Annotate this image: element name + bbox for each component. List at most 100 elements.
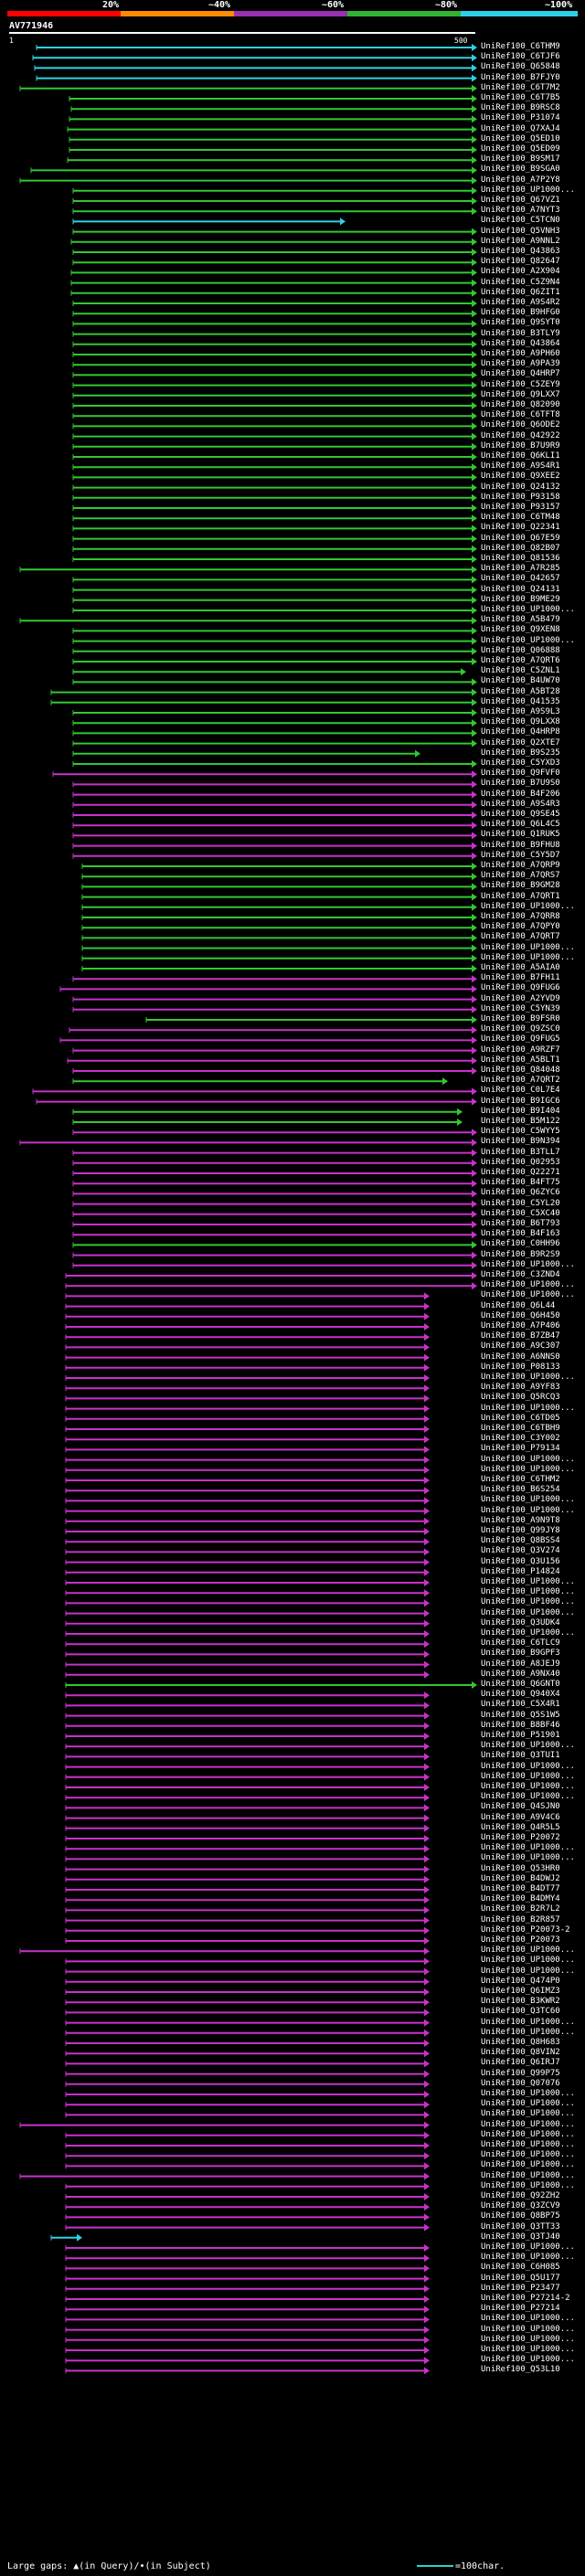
hit-label-link[interactable]: UniRef100_A9V4C6 — [481, 1812, 560, 1822]
hit-alignment[interactable] — [65, 1650, 430, 1659]
hit-alignment[interactable] — [65, 1773, 430, 1781]
hit-label-link[interactable]: UniRef100_P20072 — [481, 1833, 560, 1842]
hit-label-link[interactable]: UniRef100_UP1000... — [481, 2242, 575, 2252]
hit-label-link[interactable]: UniRef100_B7U9S0 — [481, 779, 560, 789]
hit-alignment[interactable] — [52, 770, 477, 779]
hit-alignment[interactable] — [65, 1343, 430, 1352]
hit-label-link[interactable]: UniRef100_UP1000... — [481, 2180, 575, 2190]
hit-alignment[interactable] — [65, 1906, 430, 1914]
hit-label-link[interactable]: UniRef100_UP1000... — [481, 1597, 575, 1607]
hit-alignment[interactable] — [65, 2152, 430, 2160]
hit-alignment[interactable] — [72, 514, 477, 523]
hit-alignment[interactable] — [65, 2091, 430, 2098]
hit-alignment[interactable] — [65, 1568, 430, 1576]
hit-label-link[interactable]: UniRef100_Q5VNH3 — [481, 226, 560, 236]
hit-alignment[interactable] — [72, 442, 477, 451]
hit-alignment[interactable] — [19, 176, 477, 185]
hit-label-link[interactable]: UniRef100_B2R7L2 — [481, 1904, 560, 1914]
hit-label-link[interactable]: UniRef100_B9ME29 — [481, 594, 560, 604]
hit-alignment[interactable] — [65, 1875, 430, 1883]
hit-alignment[interactable] — [65, 1466, 430, 1474]
hit-alignment[interactable] — [65, 1794, 430, 1802]
hit-alignment[interactable] — [72, 1190, 477, 1198]
hit-alignment[interactable] — [72, 340, 477, 348]
hit-alignment[interactable] — [69, 1026, 477, 1034]
hit-label-link[interactable]: UniRef100_C5ZNL1 — [481, 666, 560, 676]
hit-alignment[interactable] — [72, 197, 477, 205]
hit-label-link[interactable]: UniRef100_UP1000... — [481, 2160, 575, 2170]
hit-alignment[interactable] — [72, 351, 477, 358]
hit-alignment[interactable] — [72, 371, 477, 379]
hit-label-link[interactable]: UniRef100_A6NNS0 — [481, 1352, 560, 1362]
hit-label-link[interactable]: UniRef100_Q67VZ1 — [481, 196, 560, 205]
hit-alignment[interactable] — [81, 934, 477, 942]
hit-label-link[interactable]: UniRef100_UP1000... — [481, 635, 575, 645]
hit-label-link[interactable]: UniRef100_A7R285 — [481, 564, 560, 574]
hit-alignment[interactable] — [72, 207, 477, 216]
hit-alignment[interactable] — [65, 2306, 430, 2314]
hit-alignment[interactable] — [65, 2264, 430, 2273]
hit-alignment[interactable] — [65, 1548, 430, 1556]
hit-alignment[interactable] — [72, 995, 477, 1003]
hit-label-link[interactable]: UniRef100_Q43864 — [481, 338, 560, 348]
hit-label-link[interactable]: UniRef100_A7NYT3 — [481, 206, 560, 216]
hit-label-link[interactable]: UniRef100_UP1000... — [481, 1495, 575, 1505]
hit-alignment[interactable] — [65, 1528, 430, 1535]
hit-alignment[interactable] — [72, 1067, 477, 1075]
hit-label-link[interactable]: UniRef100_C6TJF6 — [481, 52, 560, 62]
hit-alignment[interactable] — [72, 1200, 477, 1208]
hit-label-link[interactable]: UniRef100_B4DMY4 — [481, 1894, 560, 1904]
hit-label-link[interactable]: UniRef100_UP1000... — [481, 2119, 575, 2129]
hit-label-link[interactable]: UniRef100_Q3TC60 — [481, 2007, 560, 2017]
hit-alignment[interactable] — [65, 2182, 430, 2190]
hit-label-link[interactable]: UniRef100_Q5RCQ3 — [481, 1393, 560, 1403]
hit-label-link[interactable]: UniRef100_UP1000... — [481, 1782, 575, 1791]
hit-label-link[interactable]: UniRef100_C6T7M2 — [481, 82, 560, 92]
hit-alignment[interactable] — [72, 525, 477, 533]
hit-label-link[interactable]: UniRef100_A9S4R2 — [481, 298, 560, 307]
hit-alignment[interactable] — [81, 863, 477, 870]
hit-alignment[interactable] — [65, 1967, 430, 1976]
hit-alignment[interactable] — [65, 2284, 430, 2293]
hit-alignment[interactable] — [69, 146, 477, 154]
hit-label-link[interactable]: UniRef100_A2YVD9 — [481, 993, 560, 1003]
hit-label-link[interactable]: UniRef100_B4DT77 — [481, 1884, 560, 1893]
hit-label-link[interactable]: UniRef100_A2X904 — [481, 267, 560, 277]
hit-alignment[interactable] — [65, 1865, 430, 1873]
hit-label-link[interactable]: UniRef100_B9FHU8 — [481, 840, 560, 850]
hit-label-link[interactable]: UniRef100_UP1000... — [481, 1792, 575, 1802]
hit-alignment[interactable] — [72, 1108, 463, 1116]
hit-alignment[interactable] — [65, 2357, 430, 2365]
hit-alignment[interactable] — [65, 2295, 430, 2303]
hit-label-link[interactable]: UniRef100_P93158 — [481, 492, 560, 502]
hit-label-link[interactable]: UniRef100_Q8BP75 — [481, 2211, 560, 2221]
hit-label-link[interactable]: UniRef100_C5ZEY9 — [481, 379, 560, 389]
hit-alignment[interactable] — [72, 330, 477, 338]
hit-label-link[interactable]: UniRef100_Q6ZIT1 — [481, 287, 560, 297]
hit-label-link[interactable]: UniRef100_A5B479 — [481, 615, 560, 625]
hit-label-link[interactable]: UniRef100_C6TLC9 — [481, 1638, 560, 1648]
hit-alignment[interactable] — [65, 1292, 430, 1300]
hit-label-link[interactable]: UniRef100_UP1000... — [481, 1945, 575, 1956]
hit-alignment[interactable] — [81, 873, 477, 881]
hit-label-link[interactable]: UniRef100_UP1000... — [481, 2129, 575, 2139]
hit-label-link[interactable]: UniRef100_B6T793 — [481, 1219, 560, 1228]
hit-alignment[interactable] — [65, 2274, 430, 2283]
hit-label-link[interactable]: UniRef100_UP1000... — [481, 185, 575, 195]
hit-alignment[interactable] — [65, 2029, 430, 2037]
hit-label-link[interactable]: UniRef100_UP1000... — [481, 1259, 575, 1269]
hit-alignment[interactable] — [72, 473, 477, 482]
hit-label-link[interactable]: UniRef100_UP1000... — [481, 1628, 575, 1638]
hit-alignment[interactable] — [72, 576, 477, 584]
hit-alignment[interactable] — [72, 1210, 477, 1218]
hit-label-link[interactable]: UniRef100_Q92ZH2 — [481, 2191, 560, 2200]
hit-alignment[interactable] — [19, 84, 477, 92]
hit-alignment[interactable] — [65, 1855, 430, 1863]
hit-alignment[interactable] — [72, 361, 477, 369]
hit-label-link[interactable]: UniRef100_UP1000... — [481, 2109, 575, 2119]
hit-label-link[interactable]: UniRef100_C6TM48 — [481, 513, 560, 523]
hit-alignment[interactable] — [65, 1916, 430, 1924]
hit-label-link[interactable]: UniRef100_Q4HRP7 — [481, 369, 560, 379]
hit-alignment[interactable] — [65, 1619, 430, 1627]
hit-alignment[interactable] — [81, 883, 477, 891]
